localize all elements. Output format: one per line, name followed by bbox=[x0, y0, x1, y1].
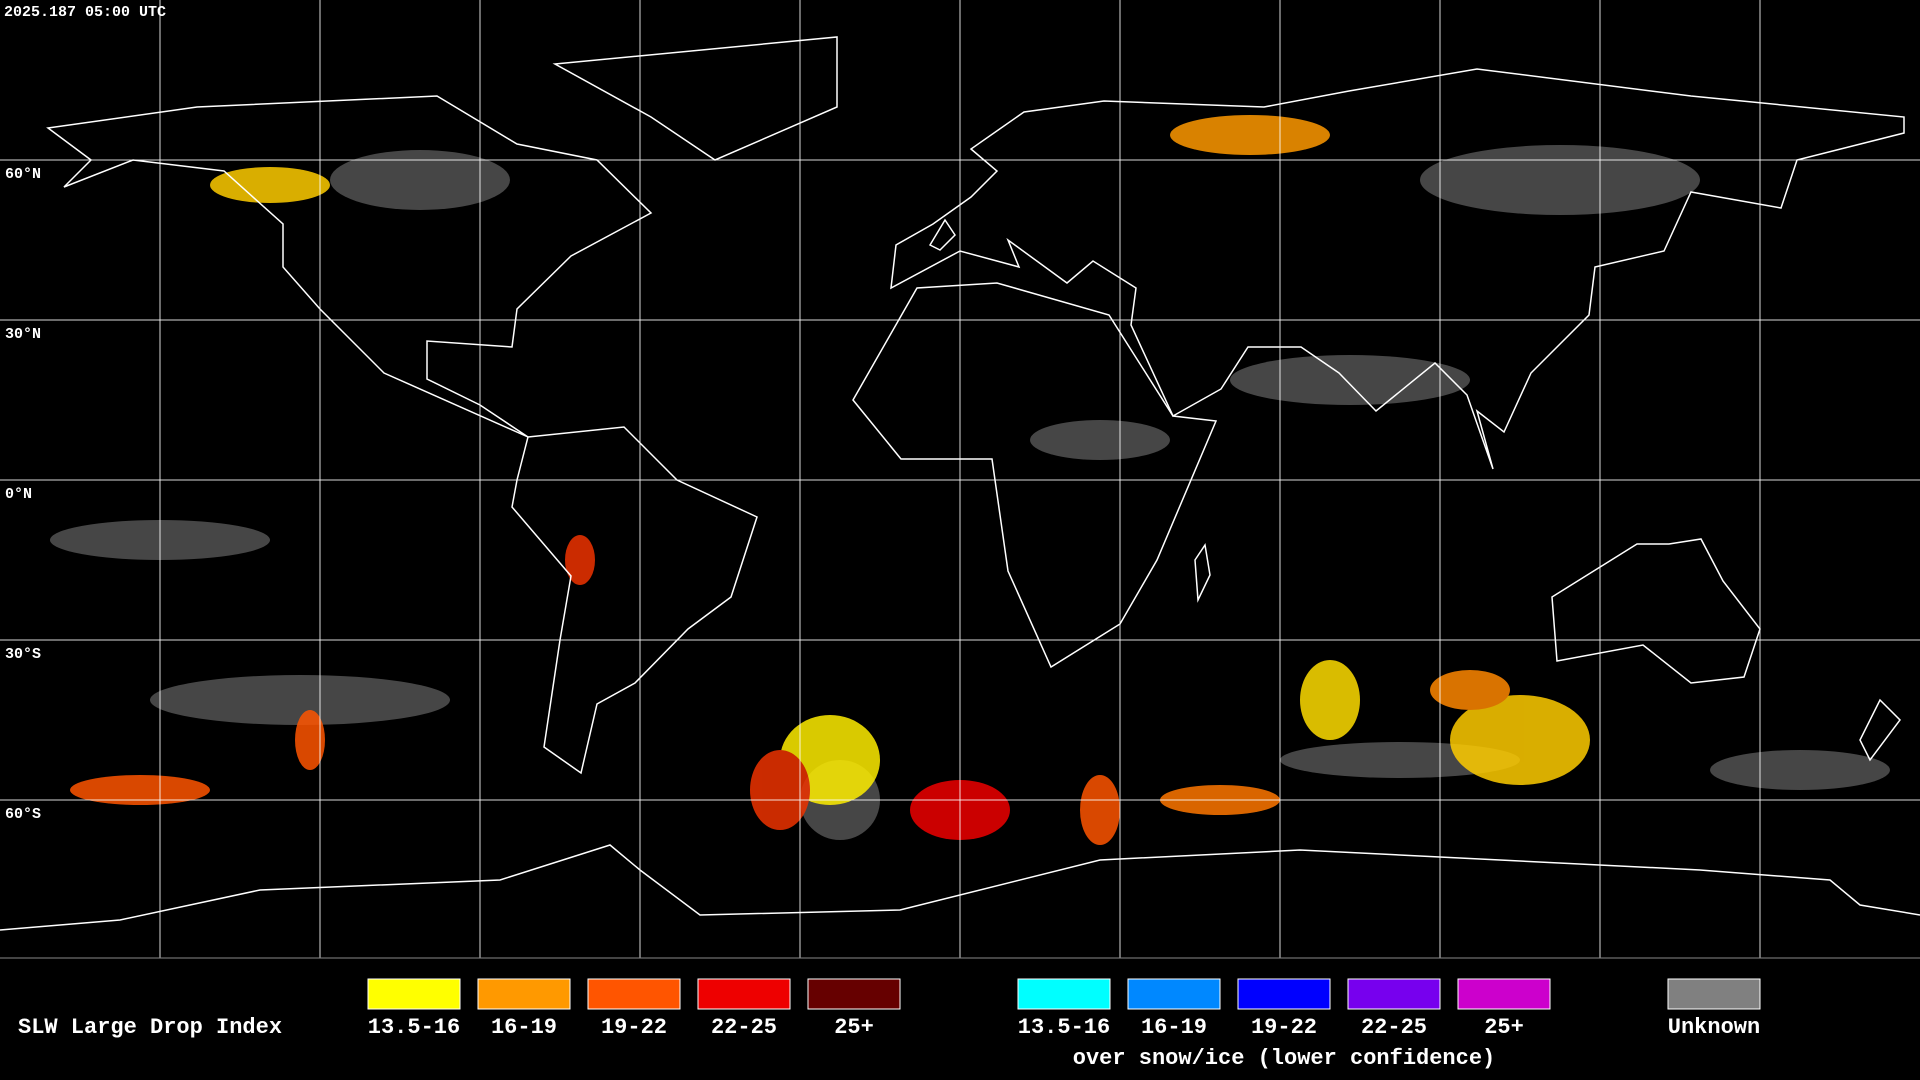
legend-swatch bbox=[1667, 978, 1761, 1010]
legend-swatch bbox=[367, 978, 461, 1010]
legend-label: 25+ bbox=[834, 1015, 874, 1040]
snow-ice-caption: over snow/ice (lower confidence) bbox=[1073, 1046, 1495, 1071]
legend-label: 19-22 bbox=[1251, 1015, 1317, 1040]
latitude-label: 30°S bbox=[5, 646, 41, 663]
timestamp: 2025.187 05:00 UTC bbox=[4, 4, 166, 21]
legend-label: 22-25 bbox=[1361, 1015, 1427, 1040]
latitude-label: 30°N bbox=[5, 326, 41, 343]
legend-swatch bbox=[477, 978, 571, 1010]
legend-label: 25+ bbox=[1484, 1015, 1524, 1040]
legend-label: 13.5-16 bbox=[368, 1015, 460, 1040]
legend-swatch bbox=[1017, 978, 1111, 1010]
latitude-label: 60°S bbox=[5, 806, 41, 823]
legend-swatch bbox=[697, 978, 791, 1010]
legend-label: 19-22 bbox=[601, 1015, 667, 1040]
graticule bbox=[0, 0, 1920, 958]
legend-swatch bbox=[1127, 978, 1221, 1010]
legend-label: 22-25 bbox=[711, 1015, 777, 1040]
latitude-label: 0°N bbox=[5, 486, 32, 503]
legend-label: 16-19 bbox=[1141, 1015, 1207, 1040]
cloud-field bbox=[50, 115, 1890, 845]
legend-label: 16-19 bbox=[491, 1015, 557, 1040]
legend-label: Unknown bbox=[1668, 1015, 1760, 1040]
legend-swatch bbox=[587, 978, 681, 1010]
legend-swatch bbox=[1457, 978, 1551, 1010]
coastlines bbox=[0, 36, 1920, 931]
legend-swatch bbox=[1347, 978, 1441, 1010]
legend-swatch bbox=[807, 978, 901, 1010]
latitude-label: 60°N bbox=[5, 166, 41, 183]
legend-label: 13.5-16 bbox=[1018, 1015, 1110, 1040]
legend-swatch bbox=[1237, 978, 1331, 1010]
legend-title: SLW Large Drop Index bbox=[18, 1015, 282, 1040]
